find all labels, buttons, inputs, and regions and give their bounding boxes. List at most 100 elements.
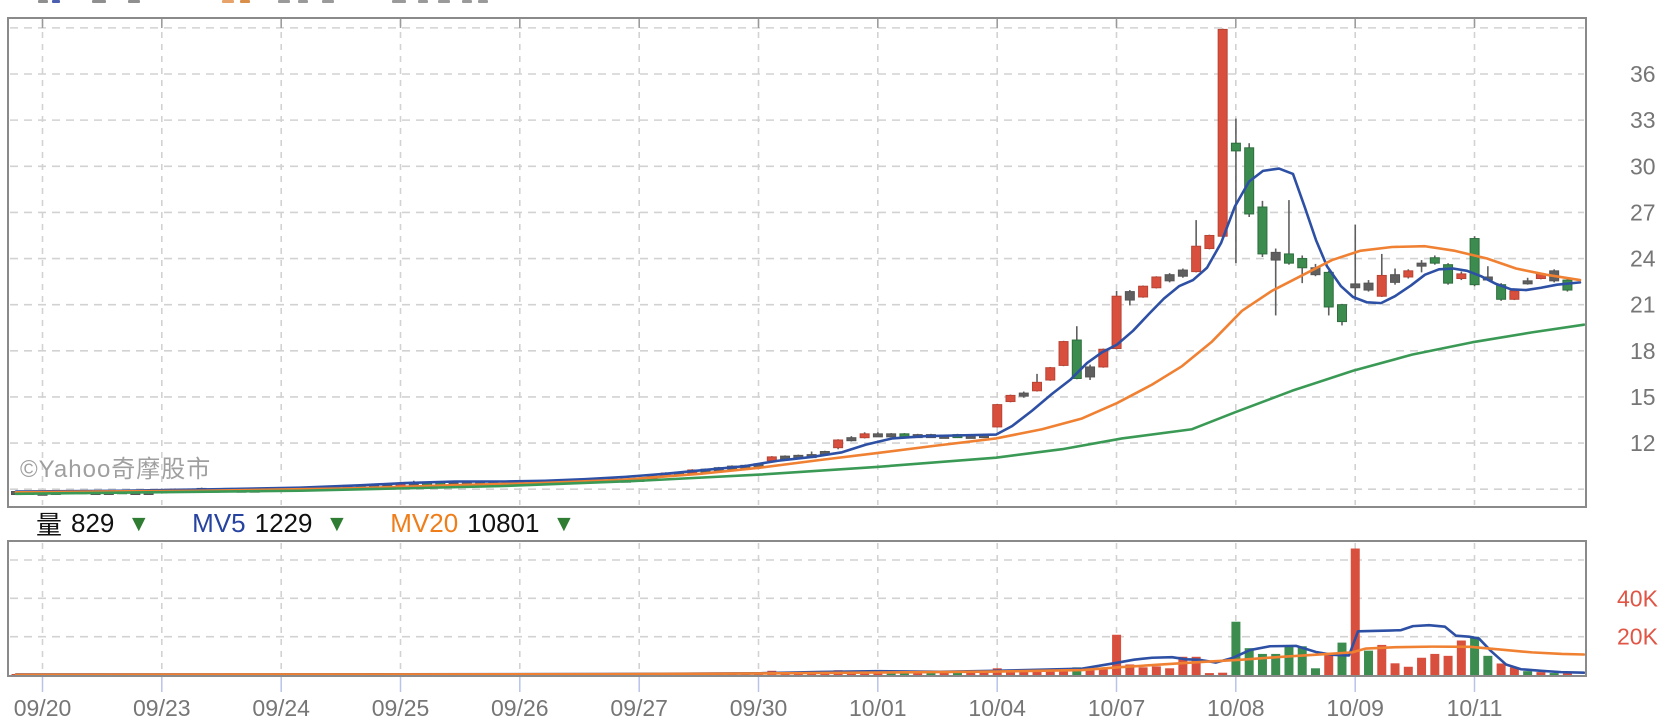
volume-bar: [1138, 667, 1148, 675]
price-ma-line-mv20: [14, 244, 1582, 494]
volume-bar: [1483, 655, 1493, 675]
volume-bar: [1470, 636, 1480, 675]
down-triangle-icon: ▼: [552, 509, 576, 536]
volume-bar: [1165, 668, 1175, 675]
x-axis-label: 10/09: [1326, 695, 1384, 721]
volume-bar: [1364, 650, 1374, 675]
clipped-text-fragment: [322, 0, 334, 3]
candle-body: [1323, 271, 1334, 308]
volume-bar: [1390, 663, 1400, 675]
candle-body: [1443, 264, 1454, 284]
mv5-label: MV5: [192, 507, 246, 538]
volume-bar: [1191, 656, 1201, 675]
volume-bar: [1496, 663, 1506, 675]
price-axis-label: 30: [1630, 153, 1656, 179]
volume-ma-line-mv5: [14, 623, 1586, 676]
volume-panel-border: [7, 540, 1587, 677]
volume-bar: [1403, 666, 1413, 675]
x-axis-label: 09/30: [730, 695, 788, 721]
clipped-top-legend: [0, 0, 1672, 4]
volume-bar: [1297, 646, 1307, 675]
candle-body: [1124, 291, 1135, 301]
candle-body: [1111, 295, 1122, 349]
volume-bar: [1019, 670, 1029, 675]
price-axis-label: 18: [1630, 338, 1656, 364]
candle-body: [1204, 234, 1215, 250]
candle-body: [1005, 394, 1016, 403]
candle-body: [859, 433, 870, 439]
clipped-text-fragment: [298, 0, 308, 3]
candle-body: [1283, 253, 1294, 264]
x-axis-label: 10/07: [1088, 695, 1146, 721]
volume-bar: [926, 672, 936, 675]
candle-body: [1257, 206, 1268, 255]
price-axis-label: 15: [1630, 384, 1656, 410]
price-axis-label: 24: [1630, 246, 1656, 272]
clipped-text-fragment: [92, 0, 106, 3]
down-triangle-icon: ▼: [325, 509, 349, 536]
volume-axis-label: 20K: [1617, 624, 1659, 650]
clipped-text-fragment: [438, 0, 450, 3]
price-panel-border: [7, 17, 1587, 508]
candle-body: [1191, 245, 1202, 273]
volume-bar: [939, 671, 949, 675]
candle-body: [872, 433, 883, 438]
volume-bar: [1430, 653, 1440, 675]
x-axis-label: 09/20: [14, 695, 72, 721]
clipped-text-fragment: [52, 0, 60, 3]
volume-bar: [1417, 657, 1427, 675]
candle-body: [1177, 269, 1188, 277]
clipped-text-fragment: [392, 0, 406, 3]
candle-body: [1376, 274, 1387, 297]
volume-axis-label: 40K: [1617, 585, 1659, 611]
x-axis-label: 09/25: [372, 695, 430, 721]
watermark: ©Yahoo奇摩股市: [20, 456, 212, 483]
clipped-text-fragment: [418, 0, 428, 3]
volume-bar: [1337, 642, 1347, 675]
volume-bar: [1032, 669, 1042, 675]
candle-body: [1045, 367, 1056, 381]
volume-bar: [1125, 664, 1135, 675]
mv20-value: 10801: [467, 507, 540, 538]
volume-bar: [1523, 671, 1533, 675]
volume-bar: [1509, 667, 1519, 675]
volume-bar: [1443, 655, 1453, 675]
volume-bar: [1562, 673, 1572, 675]
clipped-text-fragment: [478, 0, 488, 3]
candle-body: [1363, 282, 1374, 291]
candle-body: [1509, 290, 1520, 300]
price-axis-label: 27: [1630, 199, 1656, 225]
volume-bar: [1310, 668, 1320, 675]
clipped-text-fragment: [128, 0, 140, 3]
candle-body: [1522, 280, 1533, 285]
volume-ma-line-mv20: [14, 645, 1586, 676]
volume-label: 量: [36, 509, 63, 540]
mv20-label: MV20: [390, 507, 459, 538]
candle-body: [1403, 270, 1414, 278]
candle-body: [1164, 274, 1175, 282]
mv5-value: 1229: [254, 507, 313, 538]
x-axis-label: 09/23: [133, 695, 191, 721]
volume-value: 829: [71, 507, 115, 538]
price-axis-label: 12: [1630, 430, 1656, 456]
clipped-text-fragment: [38, 0, 48, 3]
candle-body: [1297, 258, 1308, 269]
clipped-text-fragment: [278, 0, 290, 3]
candle-body: [1230, 142, 1241, 152]
price-axis-label: 33: [1630, 107, 1656, 133]
x-axis-label: 09/27: [610, 695, 668, 721]
volume-bar: [1271, 653, 1281, 675]
volume-legend: 量 829 ▼ MV5 1229 ▼ MV20 10801 ▼: [36, 505, 617, 541]
clipped-text-fragment: [240, 0, 250, 3]
volume-bar: [1324, 655, 1334, 675]
down-triangle-icon: ▼: [127, 509, 151, 536]
candle-body: [1270, 251, 1281, 261]
candle-body: [1390, 274, 1401, 283]
volume-bar: [1218, 672, 1228, 675]
candle-body: [1337, 304, 1347, 323]
volume-bar: [1549, 673, 1559, 675]
volume-bar: [1231, 621, 1241, 675]
